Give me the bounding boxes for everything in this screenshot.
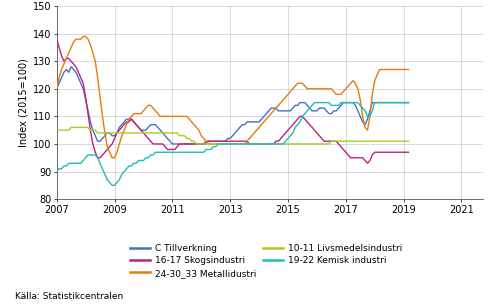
- Legend: C Tillverkning, 16-17 Skogsindustri, 24-30_33 Metallidustri, 10-11 Livsmedelsind: C Tillverkning, 16-17 Skogsindustri, 24-…: [127, 241, 406, 281]
- Text: Källa: Statistikcentralen: Källa: Statistikcentralen: [15, 292, 123, 301]
- Y-axis label: Index (2015=100): Index (2015=100): [18, 58, 29, 147]
